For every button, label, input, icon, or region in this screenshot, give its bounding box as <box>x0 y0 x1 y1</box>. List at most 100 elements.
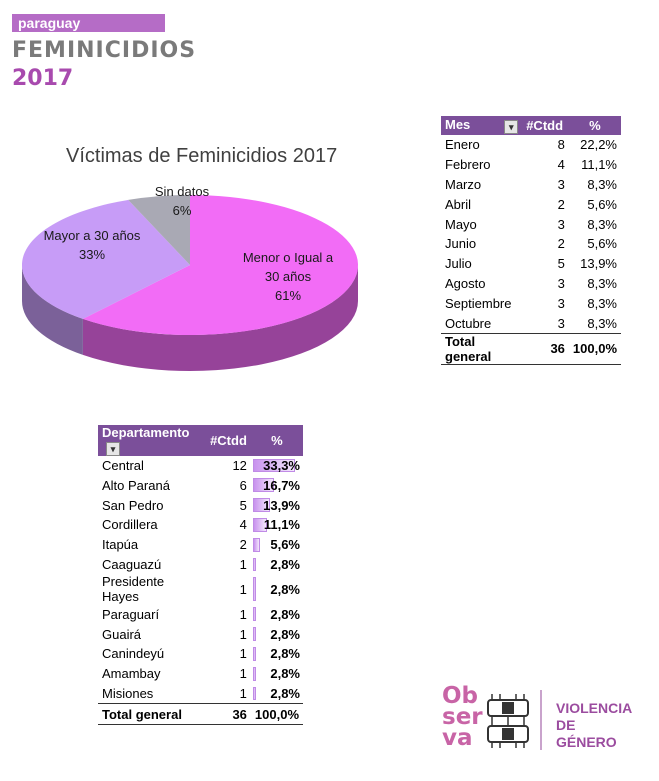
logo-tag-line-3: GÉNERO <box>556 734 617 750</box>
dept-row: Amambay 1 2,8% <box>98 664 303 684</box>
dept-name: Paraguarí <box>102 606 160 622</box>
dept-pct-cell: 5,6% <box>251 535 303 555</box>
logo-tag-line-2: DE <box>556 717 576 733</box>
dept-pct: 13,9% <box>263 497 300 513</box>
month-name: Agosto <box>445 275 486 291</box>
month-row: Junio 2 5,6% <box>441 234 621 254</box>
dept-pct-cell: 33,3% <box>251 456 303 476</box>
dept-pct: 2,8% <box>270 666 300 682</box>
month-total-row: Total general 36 100,0% <box>441 332 621 365</box>
month-header-pct: % <box>568 116 621 135</box>
month-row: Marzo 3 8,3% <box>441 175 621 195</box>
dept-pct: 11,1% <box>263 517 300 533</box>
month-count: 3 <box>557 295 565 311</box>
dept-row: Misiones 1 2,8% <box>98 684 303 704</box>
month-count: 2 <box>557 236 565 252</box>
dept-total-pct: 100,0% <box>250 703 303 725</box>
dept-pct: 16,7% <box>263 477 300 493</box>
dept-name: Alto Paraná <box>102 477 170 493</box>
month-count: 4 <box>557 157 565 173</box>
dept-name: Misiones <box>102 685 154 701</box>
month-pct: 8,3% <box>587 176 617 192</box>
dept-pct-cell: 13,9% <box>251 495 303 515</box>
dept-count: 6 <box>239 477 247 493</box>
dept-count: 12 <box>232 457 247 473</box>
month-count: 5 <box>557 256 565 272</box>
dept-row: Caaguazú 1 2,8% <box>98 555 303 575</box>
dept-pct: 33,3% <box>263 457 300 473</box>
dept-pct: 2,8% <box>270 626 300 642</box>
month-pct: 13,9% <box>580 256 617 272</box>
logo-wordmark: Ob ser va <box>442 683 483 750</box>
dept-pct: 5,6% <box>270 537 300 553</box>
month-pct: 11,1% <box>581 157 617 173</box>
dept-count: 1 <box>239 685 247 701</box>
month-name: Octubre <box>445 315 492 331</box>
dept-name: Amambay <box>102 666 161 682</box>
logo-line-2: ser <box>442 704 483 730</box>
dept-name: Canindeyú <box>102 646 165 662</box>
month-pct: 8,3% <box>587 315 617 331</box>
month-pct: 5,6% <box>587 236 617 252</box>
pie-slice-side <box>82 265 358 371</box>
dept-pct-bar <box>252 498 271 512</box>
month-count: 3 <box>557 176 565 192</box>
dept-pct-bar <box>252 537 260 552</box>
dept-row: Alto Paraná 6 16,7% <box>98 475 303 495</box>
dept-pct: 2,8% <box>270 581 300 597</box>
dept-name: San Pedro <box>102 497 164 513</box>
dept-header-name: Departamento ▾ <box>98 425 207 456</box>
month-name: Septiembre <box>445 295 512 311</box>
month-count: 8 <box>557 137 565 153</box>
month-count: 2 <box>557 196 565 212</box>
pie-slice-side <box>22 265 83 355</box>
dept-pct: 2,8% <box>270 606 300 622</box>
dept-name: Cordillera <box>102 517 158 533</box>
dept-count: 1 <box>239 606 247 622</box>
month-total-count: 36 <box>522 332 569 365</box>
month-pct: 22,2% <box>580 137 617 153</box>
dept-pct-bar <box>252 557 257 572</box>
dept-pct-bar <box>252 607 257 622</box>
month-row: Enero 8 22,2% <box>441 135 621 155</box>
month-name: Enero <box>445 137 480 153</box>
dept-total-count: 36 <box>206 703 251 725</box>
month-row: Febrero 4 11,1% <box>441 155 621 175</box>
country-banner: paraguay <box>12 14 165 32</box>
dept-pct-cell: 2,8% <box>251 604 303 624</box>
month-row: Abril 2 5,6% <box>441 194 621 214</box>
month-total-pct: 100,0% <box>568 332 621 365</box>
dept-name: Central <box>102 457 144 473</box>
dept-pct-bar <box>252 627 257 641</box>
dept-total-row: Total general 36 100,0% <box>98 703 303 725</box>
month-pct: 8,3% <box>587 216 617 232</box>
filter-icon[interactable]: ▾ <box>106 441 120 456</box>
dept-pct-cell: 2,8% <box>251 574 303 604</box>
dept-row: Cordillera 4 11,1% <box>98 515 303 535</box>
pie-slice <box>82 195 359 335</box>
month-name: Abril <box>445 196 472 212</box>
department-table: Departamento ▾ #Ctdd % Central 12 33,3% Alt… <box>98 425 303 726</box>
dept-pct-cell: 2,8% <box>251 624 303 644</box>
dept-pct: 2,8% <box>270 685 300 701</box>
logo-line-1: Ob <box>442 683 479 709</box>
dept-count: 1 <box>239 556 247 572</box>
month-pct: 5,6% <box>587 196 617 212</box>
pie-label: Sin datos 6% <box>155 184 210 218</box>
dept-count: 1 <box>239 646 247 662</box>
logo-tagline: VIOLENCIA DE GÉNERO <box>556 700 632 751</box>
dept-pct-cell: 11,1% <box>251 515 303 535</box>
dept-pct-bar <box>252 478 274 493</box>
dept-total-label: Total general <box>98 703 207 725</box>
month-pct: 8,3% <box>587 295 617 311</box>
filter-icon[interactable]: ▾ <box>504 120 519 134</box>
dept-pct-cell: 2,8% <box>251 664 303 684</box>
dept-row: Paraguarí 1 2,8% <box>98 604 303 624</box>
dept-pct-bar <box>252 666 257 681</box>
page-year: 2017 <box>12 66 74 91</box>
pie-label: Mayor a 30 años 33% <box>44 228 141 262</box>
month-pct: 8,3% <box>587 275 617 291</box>
month-name: Junio <box>445 236 477 252</box>
dept-pct-cell: 2,8% <box>251 644 303 664</box>
month-row: Mayo 3 8,3% <box>441 214 621 234</box>
